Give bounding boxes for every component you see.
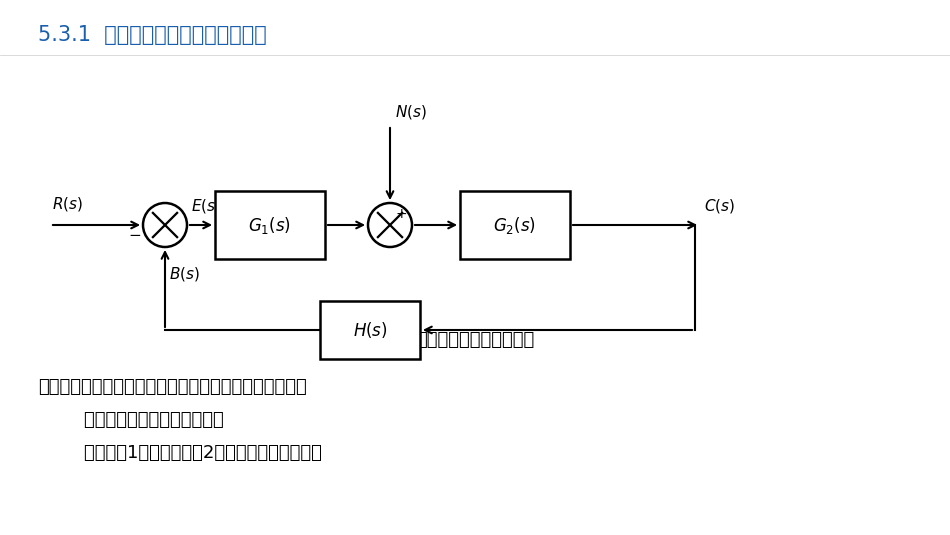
Text: 闭环系统的一般方框形式: 闭环系统的一般方框形式 (416, 331, 534, 349)
Bar (460, 191, 570, 259)
Text: $+$: $+$ (395, 207, 408, 220)
Text: $G_1(s)$: $G_1(s)$ (249, 215, 292, 235)
Text: $-$: $-$ (128, 225, 141, 241)
Text: $N(s)$: $N(s)$ (395, 103, 427, 121)
Text: 可以使用叠加定理进行处理。: 可以使用叠加定理进行处理。 (38, 411, 224, 429)
Text: $H(s)$: $H(s)$ (352, 320, 388, 340)
Bar (215, 191, 325, 259)
Bar (320, 301, 420, 359)
Text: 5.3.1  一般形式控制系统的传递函数: 5.3.1 一般形式控制系统的传递函数 (38, 25, 267, 45)
Text: $B(s)$: $B(s)$ (169, 265, 200, 283)
Text: $C(s)$: $C(s)$ (704, 197, 735, 215)
Text: $G_2(s)$: $G_2(s)$ (493, 215, 537, 235)
Text: 线性系统：两个输入量同时作用于一个线性系统的情况，: 线性系统：两个输入量同时作用于一个线性系统的情况， (38, 378, 307, 396)
Text: 相应于：1）输入作用；2）干扰作用的结果叠加: 相应于：1）输入作用；2）干扰作用的结果叠加 (38, 444, 322, 462)
Text: $R(s)$: $R(s)$ (52, 195, 83, 213)
Text: $E(s)$: $E(s)$ (191, 197, 221, 215)
